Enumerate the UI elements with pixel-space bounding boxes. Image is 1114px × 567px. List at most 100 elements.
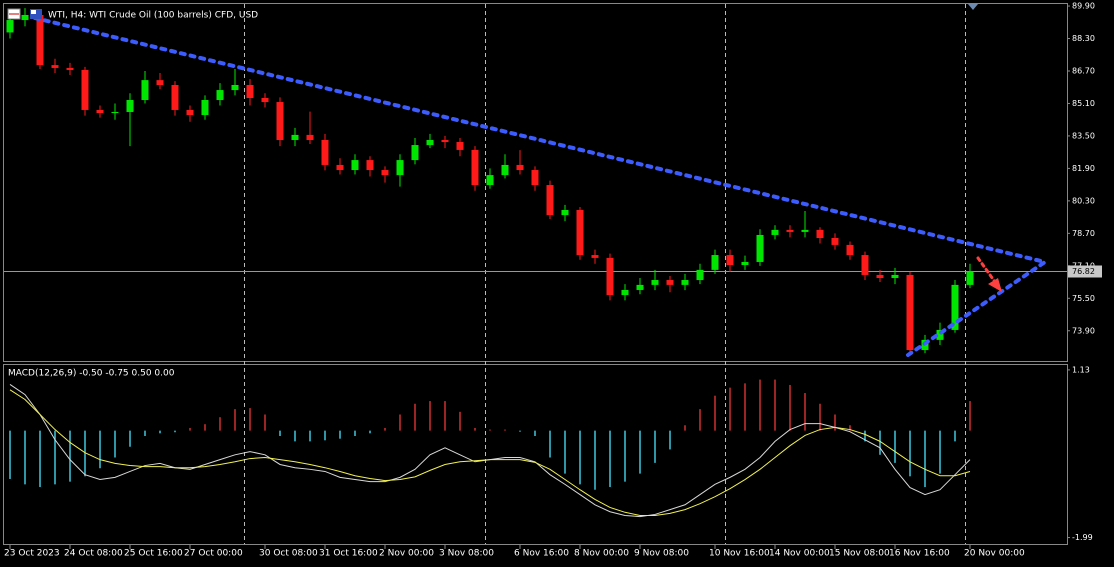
candle-body bbox=[441, 139, 449, 143]
candle-body bbox=[36, 14, 44, 66]
y-tick-label: 88.30 bbox=[1072, 34, 1095, 43]
candle-body bbox=[111, 111, 119, 113]
candle-body bbox=[486, 175, 494, 186]
candle-body bbox=[606, 257, 614, 296]
candle-body bbox=[246, 84, 254, 98]
x-tick-label: 3 Nov 08:00 bbox=[439, 549, 494, 559]
candle-body bbox=[366, 160, 374, 171]
candle-body bbox=[951, 284, 959, 330]
candle-body bbox=[66, 67, 74, 70]
candle-body bbox=[501, 164, 509, 176]
candle-body bbox=[666, 280, 674, 285]
candle-body bbox=[861, 255, 869, 275]
x-tick-label: 23 Oct 2023 bbox=[4, 549, 60, 559]
candle-body bbox=[831, 238, 839, 245]
current-price-box bbox=[1068, 265, 1102, 278]
candle-body bbox=[81, 69, 89, 110]
candle-body bbox=[816, 229, 824, 239]
candle-body bbox=[336, 164, 344, 171]
candle-body bbox=[771, 229, 779, 235]
y-tick-label: 78.70 bbox=[1072, 229, 1095, 238]
x-tick-label: 15 Nov 08:00 bbox=[829, 549, 890, 559]
candle-body bbox=[756, 234, 764, 262]
x-tick-label: 2 Nov 00:00 bbox=[379, 549, 434, 559]
candle-body bbox=[156, 80, 164, 85]
candle-body bbox=[291, 134, 299, 140]
candle-body bbox=[96, 109, 104, 113]
candle-body bbox=[546, 185, 554, 216]
y-tick-label: 85.10 bbox=[1072, 99, 1095, 108]
candle-body bbox=[651, 280, 659, 285]
y-tick-label: 80.30 bbox=[1072, 196, 1095, 205]
candle-body bbox=[906, 274, 914, 351]
price-panel-frame bbox=[3, 3, 1068, 362]
candle-body bbox=[306, 134, 314, 140]
candle-body bbox=[876, 274, 884, 278]
candle-body bbox=[726, 255, 734, 266]
candle-body bbox=[681, 280, 689, 285]
candle-body bbox=[261, 97, 269, 103]
candle-body bbox=[516, 164, 524, 171]
x-tick-label: 24 Oct 08:00 bbox=[64, 549, 123, 559]
indicator-label: MACD(12,26,9) -0.50 -0.75 0.50 0.00 bbox=[8, 369, 175, 379]
y-tick-label: 73.90 bbox=[1072, 326, 1095, 335]
candle-body bbox=[696, 269, 704, 281]
x-tick-label: 30 Oct 08:00 bbox=[259, 549, 318, 559]
candle-body bbox=[126, 100, 134, 112]
candle-body bbox=[531, 170, 539, 186]
x-tick-label: 9 Nov 08:00 bbox=[634, 549, 689, 559]
symbol-icons bbox=[7, 8, 42, 20]
candle-body bbox=[276, 102, 284, 140]
candle-body bbox=[351, 160, 359, 171]
candle-body bbox=[21, 14, 29, 21]
y-tick-label: 75.50 bbox=[1072, 294, 1095, 303]
x-tick-label: 6 Nov 16:00 bbox=[514, 549, 569, 559]
candle-body bbox=[801, 229, 809, 232]
x-tick-label: 20 Nov 00:00 bbox=[964, 549, 1025, 559]
candle-body bbox=[711, 255, 719, 270]
candle-body bbox=[201, 100, 209, 116]
candle-body bbox=[411, 145, 419, 161]
x-tick-label: 14 Nov 00:00 bbox=[769, 549, 830, 559]
candle-body bbox=[51, 65, 59, 68]
y2-tick-label: -1.99 bbox=[1072, 533, 1093, 542]
candle-body bbox=[621, 289, 629, 296]
candle-body bbox=[591, 255, 599, 258]
x-tick-label: 27 Oct 00:00 bbox=[184, 549, 243, 559]
candle-body bbox=[456, 142, 464, 150]
candle-body bbox=[231, 84, 239, 91]
period-separators bbox=[244, 4, 966, 544]
candle-body bbox=[561, 210, 569, 216]
candle-body bbox=[936, 329, 944, 340]
y-tick-label: 86.70 bbox=[1072, 66, 1095, 75]
current-price-label: 76.82 bbox=[1072, 267, 1095, 276]
x-tick-label: 25 Oct 16:00 bbox=[124, 549, 183, 559]
y-tick-label: 83.50 bbox=[1072, 131, 1095, 140]
shift-marker bbox=[968, 4, 978, 10]
candle-body bbox=[186, 109, 194, 116]
candle-body bbox=[6, 20, 14, 33]
candle-body bbox=[576, 210, 584, 256]
candle-body bbox=[141, 80, 149, 101]
x-tick-label: 31 Oct 16:00 bbox=[319, 549, 378, 559]
candle-body bbox=[846, 244, 854, 256]
candle-body bbox=[966, 271, 974, 285]
chart-title: WTI, H4: WTI Crude Oil (100 barrels) CFD… bbox=[48, 11, 258, 21]
candle-body bbox=[786, 229, 794, 232]
candle-body bbox=[381, 170, 389, 176]
macd-signal-line bbox=[9, 389, 971, 517]
trendlines bbox=[33, 16, 1047, 357]
y-tick-label: 81.90 bbox=[1072, 164, 1095, 173]
candle-body bbox=[321, 139, 329, 165]
candle-body bbox=[216, 90, 224, 101]
y2-tick-label: 1.13 bbox=[1072, 365, 1090, 374]
x-tick-label: 8 Nov 00:00 bbox=[574, 549, 629, 559]
macd-panel-frame bbox=[3, 364, 1068, 545]
candle-body bbox=[426, 139, 434, 146]
x-tick-label: 16 Nov 16:00 bbox=[889, 549, 950, 559]
y-tick-label: 89.90 bbox=[1072, 2, 1095, 11]
candle-body bbox=[171, 84, 179, 110]
candle-body bbox=[891, 274, 899, 278]
